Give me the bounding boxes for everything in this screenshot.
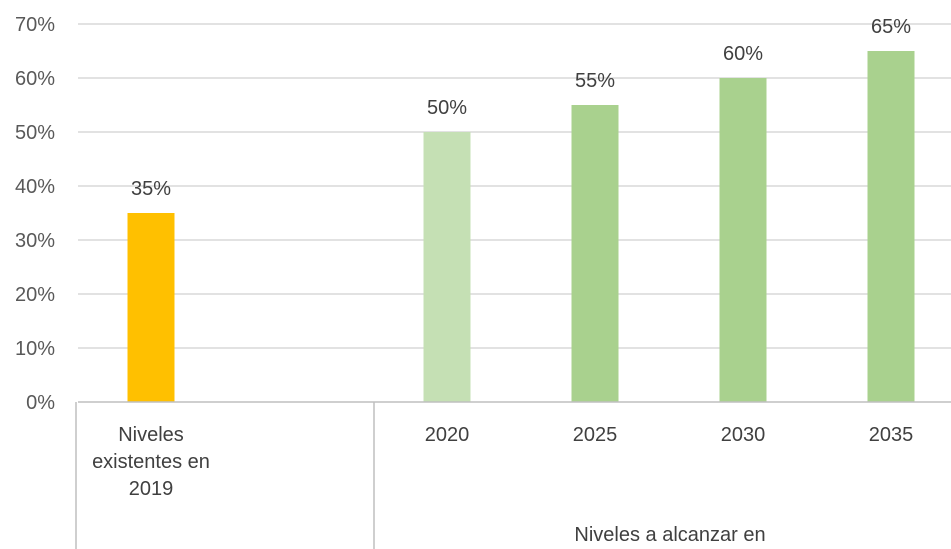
- y-tick-label: 50%: [15, 122, 55, 144]
- category-labels: Niveles existentes en 2019 2020 2025 2030 2035: [92, 424, 913, 500]
- data-label: 55%: [575, 70, 615, 92]
- y-tick-label: 70%: [15, 14, 55, 36]
- data-label: 50%: [427, 97, 467, 119]
- category-label: 2030: [721, 424, 766, 446]
- category-label: 2035: [869, 424, 914, 446]
- y-tick-label: 40%: [15, 176, 55, 198]
- category-label: 2019: [129, 478, 174, 500]
- gridlines: [78, 23, 951, 349]
- y-tick-label: 30%: [15, 230, 55, 252]
- category-label: 2025: [573, 424, 618, 446]
- category-label: Niveles: [118, 424, 184, 446]
- data-label: 65%: [871, 16, 911, 38]
- y-axis-tick-labels: 0% 10% 20% 30% 40% 50% 60% 70%: [15, 14, 55, 414]
- bar: [719, 78, 767, 402]
- y-tick-label: 60%: [15, 68, 55, 90]
- y-tick-label: 10%: [15, 338, 55, 360]
- bar: [423, 132, 471, 402]
- data-label: 60%: [723, 43, 763, 65]
- bar: [867, 51, 915, 402]
- bar: [571, 105, 619, 402]
- category-label: 2020: [425, 424, 470, 446]
- y-tick-label: 0%: [26, 392, 55, 414]
- category-label: existentes en: [92, 451, 210, 473]
- bars: [127, 51, 915, 402]
- data-labels: 35% 50% 55% 60% 65%: [131, 16, 911, 200]
- group-label: Niveles a alcanzar en: [574, 524, 765, 546]
- y-tick-label: 20%: [15, 284, 55, 306]
- data-label: 35%: [131, 178, 171, 200]
- bar: [127, 213, 175, 402]
- x-axis: [75, 401, 951, 549]
